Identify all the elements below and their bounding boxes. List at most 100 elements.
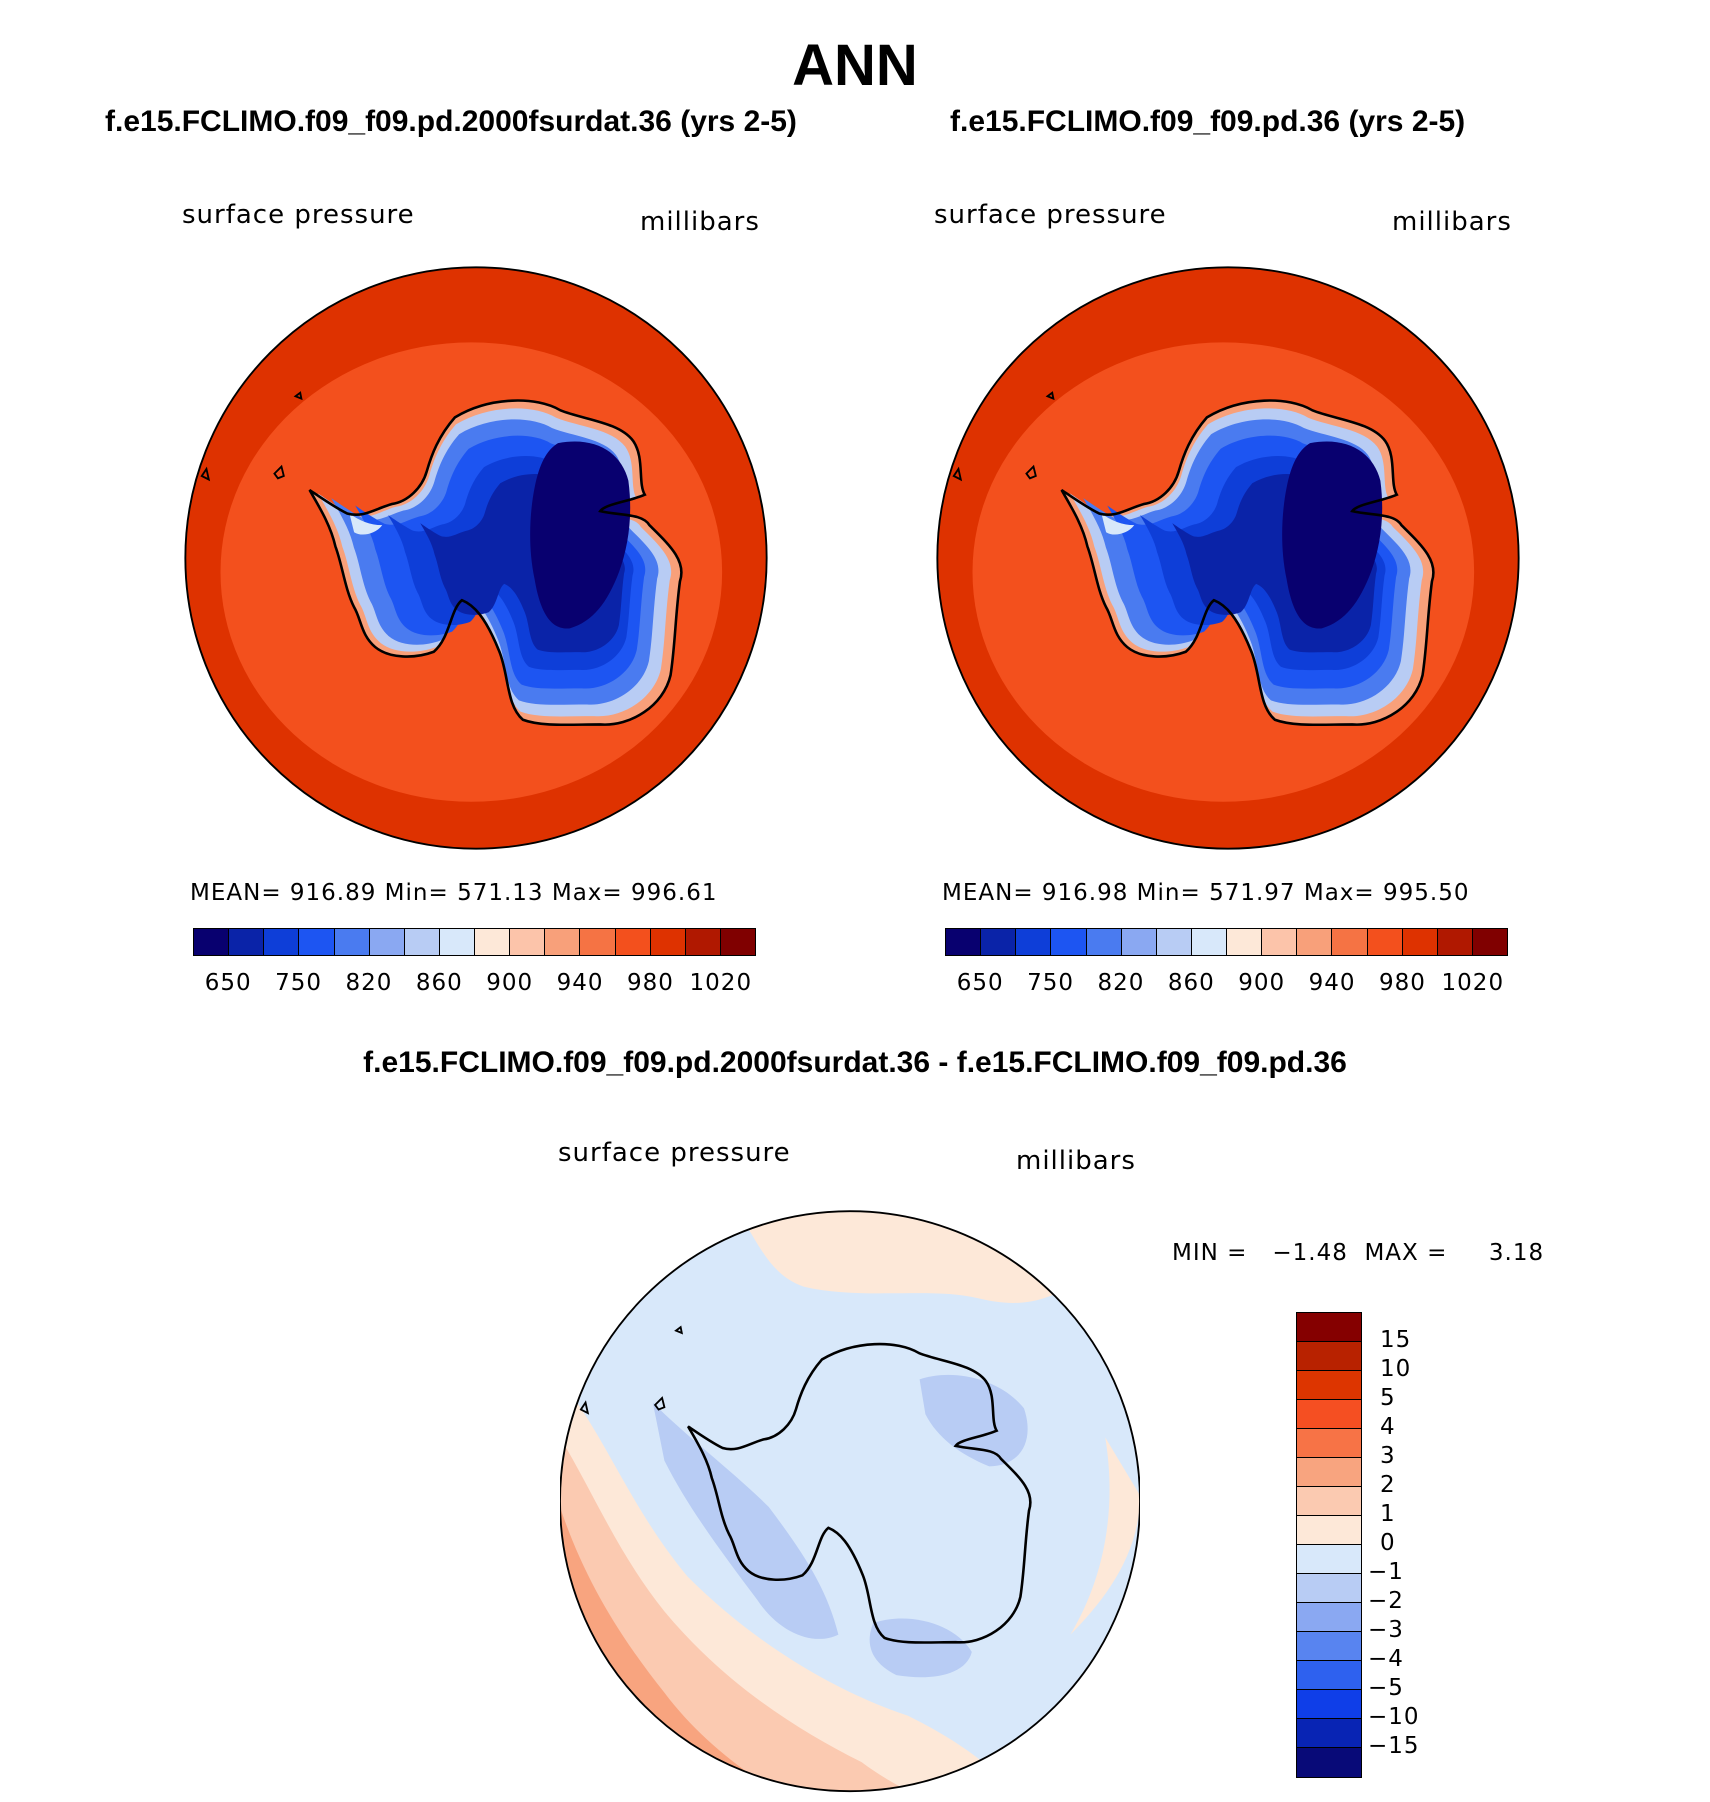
colorbar-tick-label: 820 bbox=[1097, 970, 1145, 996]
colorbar-swatch bbox=[299, 929, 335, 955]
colorbar-swatch bbox=[981, 929, 1017, 955]
colorbar-swatch bbox=[1051, 929, 1087, 955]
colorbar-swatch bbox=[615, 929, 651, 955]
colorbar-swatch bbox=[580, 929, 616, 955]
panel1-antarctica bbox=[308, 399, 683, 727]
colorbar-swatch bbox=[1016, 929, 1052, 955]
colorbar-tick-label: 750 bbox=[275, 970, 323, 996]
panel1-polar-map bbox=[184, 266, 768, 850]
difference-minmax: MIN = −1.48 MAX = 3.18 bbox=[1172, 1240, 1545, 1266]
colorbar-tick-label: 860 bbox=[415, 970, 463, 996]
diff-colorbar-tick-label: 1 bbox=[1380, 1501, 1396, 1527]
panel2-stats: MEAN= 916.98 Min= 571.97 Max= 995.50 bbox=[942, 880, 1470, 906]
colorbar-swatch bbox=[475, 929, 511, 955]
diff-colorbar-tick-label: −5 bbox=[1368, 1675, 1404, 1701]
colorbar-swatch bbox=[404, 929, 440, 955]
colorbar-swatch bbox=[264, 929, 300, 955]
panel1-stats: MEAN= 916.89 Min= 571.13 Max= 996.61 bbox=[190, 880, 718, 906]
panel1-colorbar bbox=[193, 928, 756, 956]
diff-colorbar-swatch bbox=[1297, 1516, 1361, 1545]
diff-colorbar-swatch bbox=[1297, 1313, 1361, 1342]
colorbar-tick-label: 650 bbox=[204, 970, 252, 996]
colorbar-swatch bbox=[510, 929, 546, 955]
colorbar-swatch bbox=[1332, 929, 1368, 955]
diff-colorbar-tick-label: 3 bbox=[1380, 1443, 1396, 1469]
colorbar-swatch bbox=[1262, 929, 1298, 955]
diff-colorbar-swatch bbox=[1297, 1632, 1361, 1661]
diff-positive-band-right bbox=[1070, 1437, 1140, 1635]
diff-colorbar-tick-label: −1 bbox=[1368, 1559, 1404, 1585]
diff-colorbar-swatch bbox=[1297, 1458, 1361, 1487]
diff-colorbar-swatch bbox=[1297, 1661, 1361, 1690]
diff-colorbar-tick-label: 0 bbox=[1380, 1530, 1396, 1556]
colorbar-swatch bbox=[1472, 929, 1507, 955]
panel1-islands bbox=[200, 391, 303, 482]
diff-negative-region-1 bbox=[652, 1402, 839, 1639]
colorbar-swatch bbox=[1156, 929, 1192, 955]
panel1-map-border bbox=[184, 266, 768, 850]
diff-colorbar-swatch bbox=[1297, 1371, 1361, 1400]
page-title: ANN bbox=[792, 33, 918, 98]
colorbar-swatch bbox=[685, 929, 721, 955]
colorbar-swatch bbox=[334, 929, 370, 955]
colorbar-swatch bbox=[720, 929, 755, 955]
colorbar-tick-label: 900 bbox=[1238, 970, 1286, 996]
diff-colorbar-tick-label: −10 bbox=[1368, 1704, 1420, 1730]
colorbar-swatch bbox=[946, 929, 982, 955]
colorbar-tick-label: 650 bbox=[956, 970, 1004, 996]
difference-map-border bbox=[560, 1210, 1140, 1793]
colorbar-swatch bbox=[369, 929, 405, 955]
diff-colorbar-tick-label: −15 bbox=[1368, 1733, 1420, 1759]
diff-colorbar-swatch bbox=[1297, 1545, 1361, 1574]
colorbar-swatch bbox=[1297, 929, 1333, 955]
colorbar-swatch bbox=[1402, 929, 1438, 955]
panel1-case-title: f.e15.FCLIMO.f09_f09.pd.2000fsurdat.36 (… bbox=[105, 105, 797, 138]
panel2-islands bbox=[952, 391, 1055, 482]
difference-variable-label: surface pressure bbox=[558, 1138, 791, 1168]
colorbar-tick-label: 980 bbox=[1378, 970, 1426, 996]
diff-colorbar-tick-label: 10 bbox=[1380, 1356, 1412, 1382]
colorbar-swatch bbox=[1121, 929, 1157, 955]
difference-title: f.e15.FCLIMO.f09_f09.pd.2000fsurdat.36 -… bbox=[363, 1046, 1347, 1079]
diff-colorbar-swatch bbox=[1297, 1487, 1361, 1516]
panel2-polar-map bbox=[936, 266, 1520, 850]
colorbar-swatch bbox=[1227, 929, 1263, 955]
difference-colorbar-ticks: 15 10 5 4 3 2 1 0 −1 −2 −3 −4 −5 −10 −15 bbox=[1368, 1312, 1480, 1782]
panel1-variable-label: surface pressure bbox=[182, 200, 415, 230]
colorbar-swatch bbox=[1086, 929, 1122, 955]
diff-colorbar-swatch bbox=[1297, 1719, 1361, 1748]
colorbar-swatch bbox=[545, 929, 581, 955]
colorbar-tick-label: 860 bbox=[1167, 970, 1215, 996]
colorbar-tick-label: 900 bbox=[486, 970, 534, 996]
diff-colorbar-tick-label: −3 bbox=[1368, 1617, 1404, 1643]
colorbar-swatch bbox=[1437, 929, 1473, 955]
colorbar-tick-label: 980 bbox=[626, 970, 674, 996]
panel2-case-title: f.e15.FCLIMO.f09_f09.pd.36 (yrs 2-5) bbox=[950, 105, 1466, 138]
colorbar-tick-label: 940 bbox=[556, 970, 604, 996]
colorbar-tick-label: 750 bbox=[1027, 970, 1075, 996]
panel1-colorbar-ticks: 650 750 820 860 900 940 980 1020 bbox=[193, 970, 756, 1000]
colorbar-tick-label: 1020 bbox=[1441, 970, 1505, 996]
difference-polar-map bbox=[560, 1210, 1140, 1793]
diff-colorbar-swatch bbox=[1297, 1690, 1361, 1719]
colorbar-tick-label: 820 bbox=[345, 970, 393, 996]
diff-colorbar-swatch bbox=[1297, 1342, 1361, 1371]
panel2-antarctica bbox=[1060, 399, 1435, 727]
diff-colorbar-swatch bbox=[1297, 1748, 1361, 1777]
panel2-units-label: millibars bbox=[1392, 207, 1512, 237]
colorbar-swatch bbox=[650, 929, 686, 955]
diff-colorbar-swatch bbox=[1297, 1603, 1361, 1632]
diff-colorbar-swatch bbox=[1297, 1400, 1361, 1429]
diff-colorbar-tick-label: 2 bbox=[1380, 1472, 1396, 1498]
colorbar-tick-label: 940 bbox=[1308, 970, 1356, 996]
diff-colorbar-tick-label: −2 bbox=[1368, 1588, 1404, 1614]
diff-colorbar-tick-label: 5 bbox=[1380, 1385, 1396, 1411]
panel1-units-label: millibars bbox=[640, 207, 760, 237]
panel2-map-border bbox=[936, 266, 1520, 850]
colorbar-swatch bbox=[1367, 929, 1403, 955]
diff-colorbar-tick-label: −4 bbox=[1368, 1646, 1404, 1672]
colorbar-tick-label: 1020 bbox=[689, 970, 753, 996]
diff-colorbar-tick-label: 15 bbox=[1380, 1327, 1412, 1353]
colorbar-swatch bbox=[439, 929, 475, 955]
colorbar-swatch bbox=[194, 929, 230, 955]
